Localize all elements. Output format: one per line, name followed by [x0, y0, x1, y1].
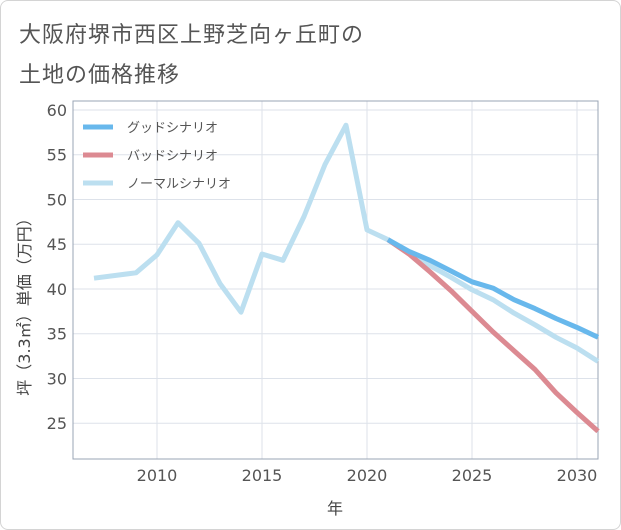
y-axis-label: 坪（3.3㎡）単価（万円）	[15, 210, 34, 395]
series-line-2	[93, 122, 600, 364]
x-tick-label: 2030	[557, 466, 598, 485]
legend-label: グッドシナリオ	[127, 121, 218, 136]
x-axis-label: 年	[327, 499, 343, 518]
y-tick-label: 50	[47, 190, 67, 209]
y-tick-label: 45	[47, 235, 67, 254]
x-tick-label: 2010	[137, 466, 178, 485]
chart-title-line-1: 大阪府堺市西区上野芝向ヶ丘町の	[19, 23, 365, 48]
y-tick-label: 30	[47, 369, 67, 388]
y-tick-label: 40	[47, 280, 67, 299]
legend-label: バッドシナリオ	[127, 149, 218, 164]
x-tick-label: 2025	[452, 466, 493, 485]
chart-title-line-2: 土地の価格推移	[19, 63, 181, 88]
series-line-0	[386, 237, 600, 340]
series-lines	[93, 122, 600, 434]
x-tick-label: 2020	[347, 466, 388, 485]
y-tick-label: 60	[47, 101, 67, 120]
legend-label: ノーマルシナリオ	[127, 177, 231, 192]
y-tick-label: 35	[47, 325, 67, 344]
axis-tick-labels: 25 30 35 40 45 50 55 60 2010 2015 2020 2025 2030	[47, 101, 598, 485]
y-tick-label: 25	[47, 414, 67, 433]
x-tick-label: 2015	[242, 466, 283, 485]
y-tick-label: 55	[47, 146, 67, 165]
plot-frame	[72, 100, 599, 460]
series-line-1	[386, 237, 600, 434]
